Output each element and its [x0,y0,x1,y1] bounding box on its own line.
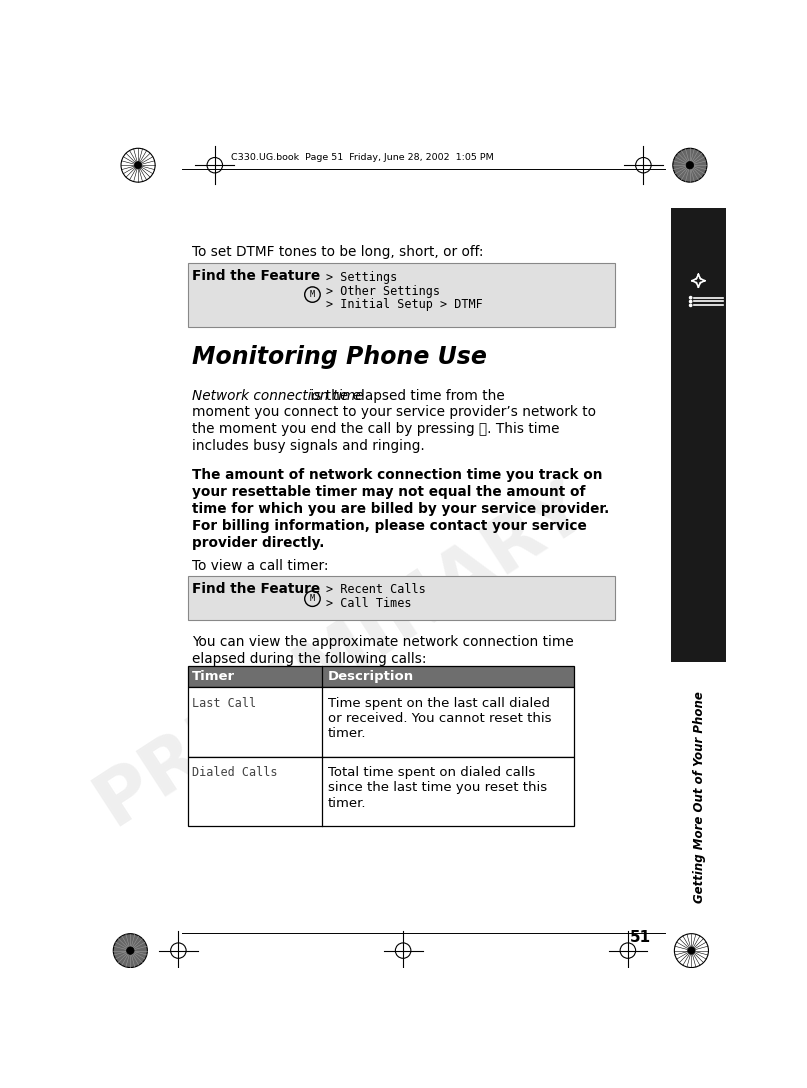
Text: Timer: Timer [192,669,236,682]
Circle shape [689,297,692,299]
Text: your resettable timer may not equal the amount of: your resettable timer may not equal the … [192,485,586,498]
Text: Total time spent on dialed calls: Total time spent on dialed calls [328,766,535,779]
Bar [188,576,616,619]
Text: time for which you are billed by your service provider.: time for which you are billed by your se… [192,502,609,516]
Text: moment you connect to your service provider’s network to: moment you connect to your service provi… [192,406,596,420]
Bar [671,208,726,662]
Circle shape [127,947,134,954]
Text: Dialed Calls: Dialed Calls [192,766,278,779]
Text: C330.UG.book  Page 51  Friday, June 28, 2002  1:05 PM: C330.UG.book Page 51 Friday, June 28, 20… [231,153,494,162]
Text: > Initial Setup > DTMF: > Initial Setup > DTMF [326,298,483,311]
Text: > Call Times: > Call Times [326,597,412,610]
Bar [188,688,574,756]
Text: To set DTMF tones to be long, short, or off:: To set DTMF tones to be long, short, or … [192,245,484,259]
Circle shape [134,161,142,169]
Text: The amount of network connection time you track on: The amount of network connection time yo… [192,468,603,482]
Text: Time spent on the last call dialed: Time spent on the last call dialed [328,696,550,709]
Text: the moment you end the call by pressing ⓨ. This time: the moment you end the call by pressing … [192,422,560,436]
Circle shape [675,934,709,967]
Text: is the elapsed time from the: is the elapsed time from the [306,388,505,403]
Bar [188,263,616,326]
Text: provider directly.: provider directly. [192,535,324,549]
Text: Description: Description [328,669,414,682]
Text: Find the Feature: Find the Feature [192,582,320,596]
Circle shape [121,148,155,182]
Text: Getting More Out of Your Phone: Getting More Out of Your Phone [693,692,706,903]
Text: elapsed during the following calls:: elapsed during the following calls: [192,652,427,666]
Text: Network connection time: Network connection time [192,388,364,403]
Text: > Recent Calls: > Recent Calls [326,583,426,596]
Text: timer.: timer. [328,796,366,809]
Text: timer.: timer. [328,727,366,740]
Text: PRELIMINARY: PRELIMINARY [82,468,600,840]
Circle shape [686,161,694,169]
Text: since the last time you reset this: since the last time you reset this [328,781,547,794]
Circle shape [113,934,148,967]
Text: includes busy signals and ringing.: includes busy signals and ringing. [192,440,425,454]
Bar [188,756,574,826]
Text: Last Call: Last Call [192,696,257,709]
Text: You can view the approximate network connection time: You can view the approximate network con… [192,635,574,648]
Text: Find the Feature: Find the Feature [192,269,320,283]
Text: To view a call timer:: To view a call timer: [192,558,328,572]
Text: M: M [310,290,315,299]
Text: or received. You cannot reset this: or received. You cannot reset this [328,712,551,725]
Text: For billing information, please contact your service: For billing information, please contact … [192,519,587,533]
Text: M: M [310,594,315,603]
Circle shape [673,148,707,182]
Circle shape [688,947,695,954]
Text: Monitoring Phone Use: Monitoring Phone Use [192,345,487,369]
Text: > Settings: > Settings [326,271,398,284]
Circle shape [689,305,692,307]
Text: 51: 51 [630,930,651,944]
Circle shape [689,300,692,302]
Bar [188,666,574,688]
Text: > Other Settings: > Other Settings [326,285,441,297]
